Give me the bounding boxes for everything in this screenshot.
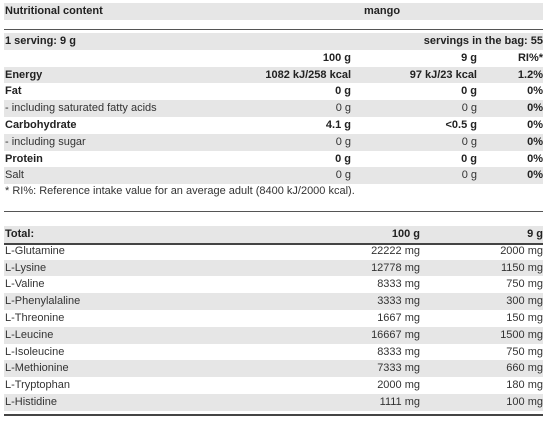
amino-value-9g: 2000 mg [500, 244, 543, 257]
amino-row: L-Isoleucine 8333 mg 750 mg [4, 344, 543, 361]
amino-header-row: Total: 100 g 9 g [4, 226, 543, 243]
amino-name: L-Methionine [5, 362, 69, 375]
nutrient-name: - including sugar [5, 135, 86, 148]
value-100g: 1082 kJ/258 kcal [265, 68, 351, 81]
nutrition-row: Protein 0 g 0 g 0% [4, 151, 543, 168]
value-9g: 0 g [461, 152, 477, 165]
amino-name: L-Threonine [5, 311, 65, 324]
amino-value-100g: 1667 mg [377, 311, 420, 324]
bottom-divider [4, 414, 543, 416]
amino-value-9g: 1500 mg [500, 328, 543, 341]
serving-row: 1 serving: 9 g servings in the bag: 55 [4, 33, 543, 50]
amino-col-100g-header: 100 g [391, 228, 420, 240]
col-9g-header: 9 g [461, 51, 477, 64]
amino-name: L-Valine [5, 278, 45, 291]
serving-info: 1 serving: 9 g servings in the bag: 55 1… [4, 33, 543, 185]
nutrient-name: Salt [5, 169, 24, 182]
amino-table: Total: 100 g 9 g L-Glutamine 22222 mg 2000… [4, 226, 543, 411]
flavor-label: mango [364, 5, 401, 17]
amino-rows: L-Glutamine 22222 mg 2000 mg L-Lysine 12778 … [4, 243, 543, 411]
value-100g: 0 g [335, 152, 351, 165]
amino-name: L-Leucine [5, 328, 54, 341]
value-100g: 0 g [335, 135, 351, 148]
amino-value-100g: 3333 mg [377, 295, 420, 308]
nutrition-row: Carbohydrate 4.1 g <0.5 g 0% [4, 117, 543, 134]
amino-value-100g: 22222 mg [371, 244, 420, 257]
value-ri: 0% [527, 169, 543, 182]
amino-row: L-Tryptophan 2000 mg 180 mg [4, 377, 543, 394]
amino-row: L-Valine 8333 mg 750 mg [4, 276, 543, 293]
amino-value-100g: 16667 mg [371, 328, 420, 341]
amino-name: L-Tryptophan [5, 379, 71, 392]
amino-value-9g: 300 mg [506, 295, 543, 308]
value-100g: 0 g [335, 169, 351, 182]
nutrition-row: - including saturated fatty acids 0 g 0 g 0… [4, 100, 543, 117]
amino-value-100g: 1111 mg [379, 395, 420, 408]
value-ri: 0% [527, 118, 543, 131]
col-100g-header: 100 g [322, 51, 351, 64]
value-ri: 0% [527, 135, 543, 148]
value-100g: 0 g [335, 102, 351, 115]
nutrition-rows: Energy 1082 kJ/258 kcal 97 kJ/23 kcal 1.2% F… [4, 66, 543, 185]
serving-size: 1 serving: 9 g [5, 35, 76, 47]
nutrition-header-row: Nutritional content mango [4, 3, 543, 20]
amino-value-100g: 7333 mg [377, 362, 420, 375]
value-9g: 97 kJ/23 kcal [409, 68, 477, 81]
amino-col-9g-header: 9 g [527, 228, 543, 240]
amino-row: L-Threonine 1667 mg 150 mg [4, 310, 543, 327]
value-100g: 4.1 g [325, 118, 351, 131]
divider [4, 29, 543, 30]
amino-value-9g: 750 mg [506, 345, 543, 358]
value-9g: 0 g [461, 85, 477, 98]
value-ri: 0% [527, 152, 543, 165]
nutrient-name: Carbohydrate [5, 118, 77, 131]
amino-row: L-Glutamine 22222 mg 2000 mg [4, 243, 543, 260]
servings-in-bag: servings in the bag: 55 [423, 35, 543, 47]
amino-value-9g: 150 mg [506, 311, 543, 324]
amino-name: L-Glutamine [5, 244, 65, 257]
nutrient-name: Energy [5, 68, 43, 81]
value-100g: 0 g [335, 85, 351, 98]
amino-name: L-Phenylalaline [5, 295, 81, 308]
amino-value-100g: 12778 mg [371, 261, 420, 274]
amino-value-9g: 660 mg [506, 362, 543, 375]
nutrition-header-label: Nutritional content [5, 5, 103, 17]
amino-value-100g: 8333 mg [377, 345, 420, 358]
nutrition-table: Nutritional content mango [4, 3, 543, 20]
amino-value-9g: 180 mg [506, 379, 543, 392]
nutrition-column-headers: 100 g 9 g RI%* [4, 50, 543, 67]
value-ri: 0% [527, 102, 543, 115]
value-ri: 0% [527, 85, 543, 98]
amino-value-9g: 100 mg [506, 395, 543, 408]
amino-value-9g: 750 mg [506, 278, 543, 291]
value-ri: 1.2% [517, 68, 543, 81]
amino-name: L-Histidine [5, 395, 57, 408]
ri-footnote: * RI%: Reference intake value for an ave… [5, 185, 355, 197]
amino-value-100g: 8333 mg [377, 278, 420, 291]
amino-name: L-Lysine [5, 261, 47, 274]
nutrient-name: Fat [5, 85, 22, 98]
divider [4, 243, 543, 245]
amino-value-9g: 1150 mg [501, 261, 543, 274]
nutrition-row: Salt 0 g 0 g 0% [4, 167, 543, 185]
nutrition-row: Fat 0 g 0 g 0% [4, 83, 543, 100]
amino-row: L-Methionine 7333 mg 660 mg [4, 360, 543, 378]
amino-value-100g: 2000 mg [377, 379, 420, 392]
col-ri-header: RI%* [517, 51, 543, 64]
value-9g: 0 g [461, 135, 477, 148]
amino-name: L-Isoleucine [5, 345, 65, 358]
amino-row: L-Phenylalaline 3333 mg 300 mg [4, 293, 543, 310]
amino-row: L-Histidine 1111 mg 100 mg [4, 393, 543, 411]
nutrient-name: - including saturated fatty acids [5, 102, 157, 115]
divider [4, 211, 543, 212]
amino-row: L-Lysine 12778 mg 1150 mg [4, 259, 543, 277]
value-9g: 0 g [461, 169, 477, 182]
nutrition-row: Energy 1082 kJ/258 kcal 97 kJ/23 kcal 1.2% [4, 66, 543, 84]
value-9g: 0 g [461, 102, 477, 115]
amino-row: L-Leucine 16667 mg 1500 mg [4, 326, 543, 344]
nutrient-name: Protein [5, 152, 43, 165]
total-label: Total: [5, 228, 35, 240]
value-9g: <0.5 g [445, 118, 478, 131]
nutrition-row: - including sugar 0 g 0 g 0% [4, 133, 543, 151]
